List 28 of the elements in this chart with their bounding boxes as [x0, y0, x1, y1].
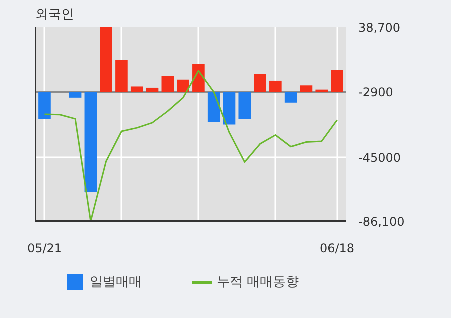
- bar: [146, 88, 159, 92]
- bar: [38, 92, 51, 120]
- bar: [130, 86, 144, 92]
- bar: [192, 64, 205, 92]
- y-tick-label: -45000: [358, 151, 402, 166]
- y-tick-label: -86,100: [358, 215, 405, 229]
- bar: [69, 92, 82, 98]
- bar: [208, 92, 220, 122]
- bar: [284, 92, 298, 103]
- x-tick-label: 05/21: [27, 242, 62, 256]
- bar: [331, 70, 344, 92]
- legend-label: 일별매매: [90, 274, 142, 291]
- bar: [223, 92, 236, 125]
- bar: [100, 28, 112, 92]
- bar: [270, 80, 282, 92]
- bar: [84, 92, 98, 192]
- line-series: [44, 70, 338, 222]
- bar: [300, 86, 313, 92]
- bar: [177, 80, 190, 92]
- y-tick-label: -2900: [358, 86, 394, 100]
- bar: [238, 92, 252, 120]
- chart-title: 외국인: [36, 8, 74, 22]
- x-tick-label: 06/18: [320, 242, 355, 256]
- y-tick-label: 38,700: [358, 21, 400, 35]
- bar: [116, 60, 128, 92]
- legend-label: 누적 매매동향: [217, 274, 300, 291]
- bar: [162, 76, 174, 92]
- bar: [254, 74, 266, 92]
